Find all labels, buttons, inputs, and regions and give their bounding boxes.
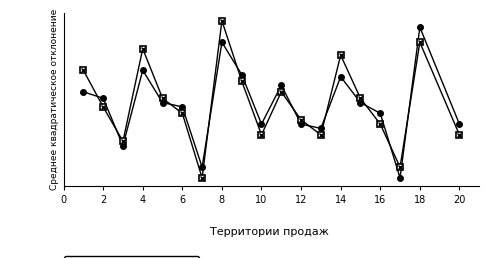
продажи <box>199 166 204 169</box>
число сбытовиков <box>140 47 145 50</box>
продажи <box>179 105 185 108</box>
число сбытовиков <box>199 176 204 180</box>
число сбытовиков <box>100 105 106 108</box>
продажи <box>219 41 224 44</box>
продажи <box>278 84 284 87</box>
число сбытовиков <box>278 90 284 93</box>
продажи <box>416 26 422 29</box>
продажи <box>258 123 264 126</box>
продажи <box>396 176 402 180</box>
продажи <box>140 69 145 72</box>
продажи <box>337 75 343 78</box>
число сбытовиков <box>396 166 402 169</box>
число сбытовиков <box>357 97 363 100</box>
продажи <box>120 144 125 147</box>
продажи <box>80 90 86 93</box>
число сбытовиков <box>456 133 462 136</box>
продажи <box>377 112 383 115</box>
число сбытовиков <box>317 133 323 136</box>
число сбытовиков <box>238 79 244 83</box>
Line: продажи: продажи <box>81 25 461 181</box>
число сбытовиков <box>416 41 422 44</box>
Legend: продажи, число сбытовиков: продажи, число сбытовиков <box>64 256 199 258</box>
Line: число сбытовиков: число сбытовиков <box>80 17 462 181</box>
число сбытовиков <box>159 97 165 100</box>
продажи <box>100 97 106 100</box>
Text: Территории продаж: Территории продаж <box>209 227 328 237</box>
число сбытовиков <box>337 54 343 57</box>
число сбытовиков <box>377 123 383 126</box>
Y-axis label: Среднее квадратическое отклонение: Среднее квадратическое отклонение <box>50 9 59 190</box>
число сбытовиков <box>80 69 86 72</box>
продажи <box>456 123 462 126</box>
число сбытовиков <box>258 133 264 136</box>
продажи <box>357 101 363 104</box>
продажи <box>159 101 165 104</box>
продажи <box>238 73 244 76</box>
продажи <box>298 123 304 126</box>
число сбытовиков <box>219 19 224 22</box>
число сбытовиков <box>179 112 185 115</box>
число сбытовиков <box>120 140 125 143</box>
число сбытовиков <box>298 118 304 121</box>
продажи <box>317 127 323 130</box>
